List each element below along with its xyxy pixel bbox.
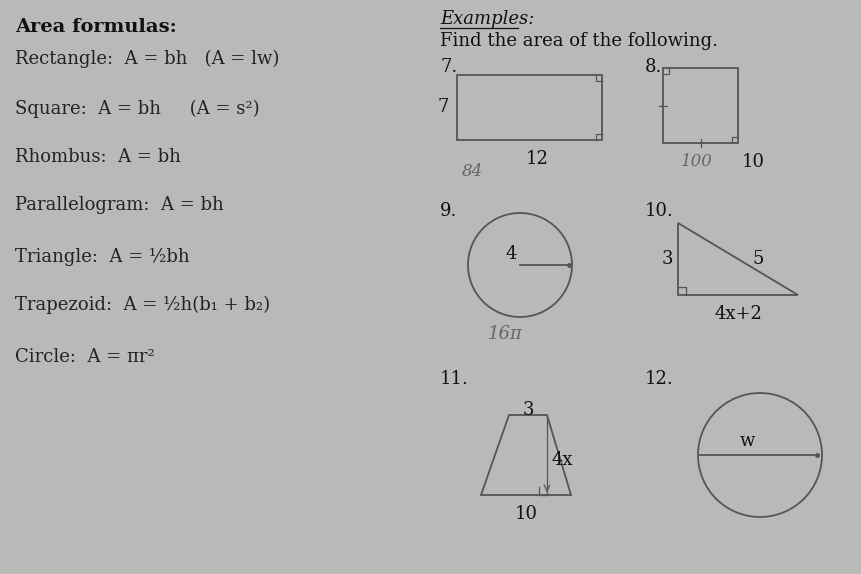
Text: 3: 3	[661, 250, 673, 268]
Text: 84: 84	[462, 163, 483, 180]
Text: 16π: 16π	[488, 325, 523, 343]
Text: 12: 12	[525, 150, 548, 168]
Text: Circle:  A = πr²: Circle: A = πr²	[15, 348, 155, 366]
Text: 10: 10	[742, 153, 765, 171]
Text: Triangle:  A = ½bh: Triangle: A = ½bh	[15, 248, 189, 266]
Text: Rectangle:  A = bh   (A = lw): Rectangle: A = bh (A = lw)	[15, 50, 279, 68]
Text: Examples:: Examples:	[440, 10, 535, 28]
Text: 7.: 7.	[440, 58, 457, 76]
Text: 100: 100	[680, 153, 712, 170]
Text: 12.: 12.	[645, 370, 674, 388]
Text: Parallelogram:  A = bh: Parallelogram: A = bh	[15, 196, 224, 214]
Text: Area formulas:: Area formulas:	[15, 18, 177, 36]
Text: Rhombus:  A = bh: Rhombus: A = bh	[15, 148, 181, 166]
Text: 11.: 11.	[440, 370, 469, 388]
Text: Find the area of the following.: Find the area of the following.	[440, 32, 718, 50]
Text: 8.: 8.	[645, 58, 662, 76]
Text: w: w	[740, 432, 755, 450]
Text: 9.: 9.	[440, 202, 457, 220]
Text: 5: 5	[753, 250, 764, 268]
Text: 4x: 4x	[552, 451, 573, 469]
Bar	[663, 68, 738, 143]
Text: 3: 3	[523, 401, 534, 419]
Text: 10: 10	[515, 505, 537, 523]
Bar	[457, 75, 602, 140]
Text: 7: 7	[437, 99, 449, 117]
Text: Square:  A = bh     (A = s²): Square: A = bh (A = s²)	[15, 100, 260, 118]
Text: 4: 4	[506, 245, 517, 263]
Text: 10.: 10.	[645, 202, 674, 220]
Text: Trapezoid:  A = ½h(b₁ + b₂): Trapezoid: A = ½h(b₁ + b₂)	[15, 296, 270, 314]
Text: 4x+2: 4x+2	[714, 305, 762, 323]
